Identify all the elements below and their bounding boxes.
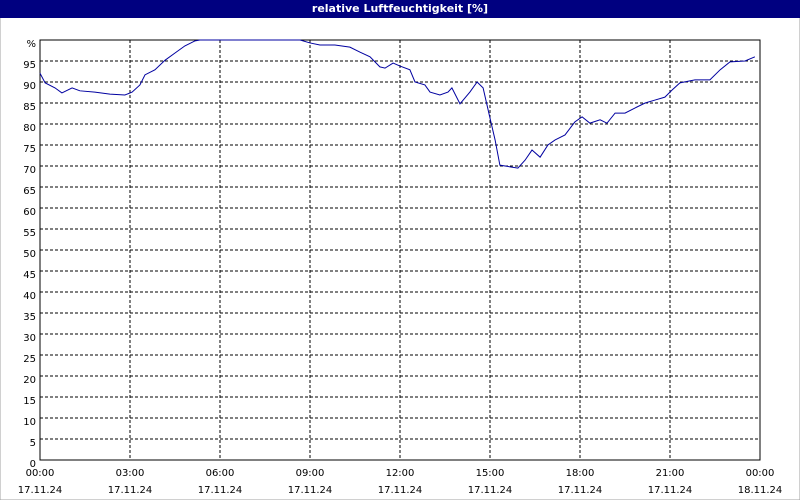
x-tick-date: 17.11.24 (198, 485, 243, 496)
y-tick-label: 65 (23, 186, 36, 197)
x-tick-date: 17.11.24 (378, 485, 423, 496)
chart-title: relative Luftfeuchtigkeit [%] (312, 2, 488, 15)
y-tick-label: 80 (23, 123, 36, 134)
x-tick-date: 17.11.24 (108, 485, 153, 496)
x-tick-date: 17.11.24 (558, 485, 603, 496)
x-tick-label: 03:00 (116, 468, 145, 479)
x-tick-date: 17.11.24 (18, 485, 63, 496)
y-tick-label: 0 (30, 459, 36, 470)
y-tick-label: 75 (23, 144, 36, 155)
y-tick-label: 25 (23, 354, 36, 365)
y-tick-label: 20 (23, 375, 36, 386)
x-tick-date: 17.11.24 (288, 485, 333, 496)
x-tick-label: 00:00 (26, 468, 55, 479)
x-tick-date: 17.11.24 (468, 485, 513, 496)
y-tick-label: % (26, 39, 36, 50)
y-tick-label: 55 (23, 228, 36, 239)
x-tick-label: 06:00 (206, 468, 235, 479)
y-tick-label: 60 (23, 207, 36, 218)
y-tick-label: 50 (23, 249, 36, 260)
x-tick-label: 21:00 (656, 468, 685, 479)
y-tick-label: 35 (23, 312, 36, 323)
y-tick-label: 70 (23, 165, 36, 176)
y-tick-label: 5 (30, 438, 36, 449)
y-tick-label: 40 (23, 291, 36, 302)
y-tick-label: 15 (23, 396, 36, 407)
x-tick-label: 12:00 (386, 468, 415, 479)
data-line (39, 39, 756, 169)
title-bar (0, 0, 800, 18)
x-tick-label: 09:00 (296, 468, 325, 479)
y-tick-label: 45 (23, 270, 36, 281)
x-tick-label: 00:00 (746, 468, 775, 479)
x-tick-label: 15:00 (476, 468, 505, 479)
plot-border (39, 39, 761, 461)
y-tick-label: 10 (23, 417, 36, 428)
y-tick-label: 95 (23, 60, 36, 71)
y-tick-label: 30 (23, 333, 36, 344)
x-tick-label: 18:00 (566, 468, 595, 479)
x-tick-date: 18.11.24 (738, 485, 783, 496)
y-tick-label: 85 (23, 102, 36, 113)
y-tick-label: 90 (23, 81, 36, 92)
x-tick-date: 17.11.24 (648, 485, 693, 496)
